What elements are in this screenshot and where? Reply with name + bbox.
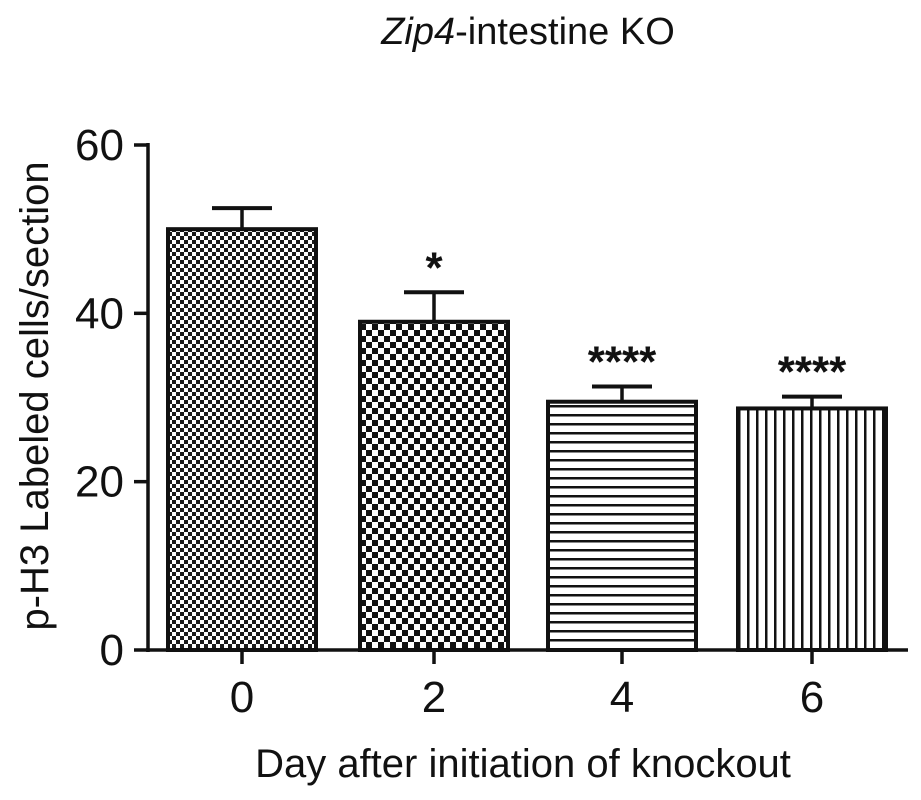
significance-marker: **** (778, 348, 847, 397)
y-tick-label: 40 (75, 289, 124, 338)
x-axis-label: Day after initiation of knockout (255, 742, 791, 786)
y-tick-label: 0 (100, 626, 124, 675)
bar-day-4 (546, 399, 698, 653)
significance-marker: * (425, 243, 443, 292)
x-axis-ticks: 0 2 4 6 (230, 650, 824, 722)
y-tick-label: 20 (75, 458, 124, 507)
error-bars (212, 206, 842, 409)
bar-day-2 (358, 319, 510, 652)
x-tick-label: 4 (610, 673, 634, 722)
significance-marker: **** (588, 338, 657, 387)
bars (166, 227, 888, 653)
x-tick-label: 0 (230, 673, 254, 722)
y-tick-label: 60 (75, 121, 124, 170)
y-axis-ticks: 0 20 40 60 (75, 121, 148, 675)
bar-day-6 (736, 406, 888, 653)
significance-markers: ***** **** (425, 243, 847, 396)
chart-title-rest: -intestine KO (455, 11, 675, 53)
x-tick-label: 6 (800, 673, 824, 722)
x-tick-label: 2 (422, 673, 446, 722)
chart-title-italic: Zip4 (380, 11, 455, 53)
bar-day-0 (166, 227, 318, 653)
chart-title: Zip4-intestine KO (380, 11, 675, 53)
y-axis-label: p-H3 Labeled cells/section (13, 161, 57, 630)
